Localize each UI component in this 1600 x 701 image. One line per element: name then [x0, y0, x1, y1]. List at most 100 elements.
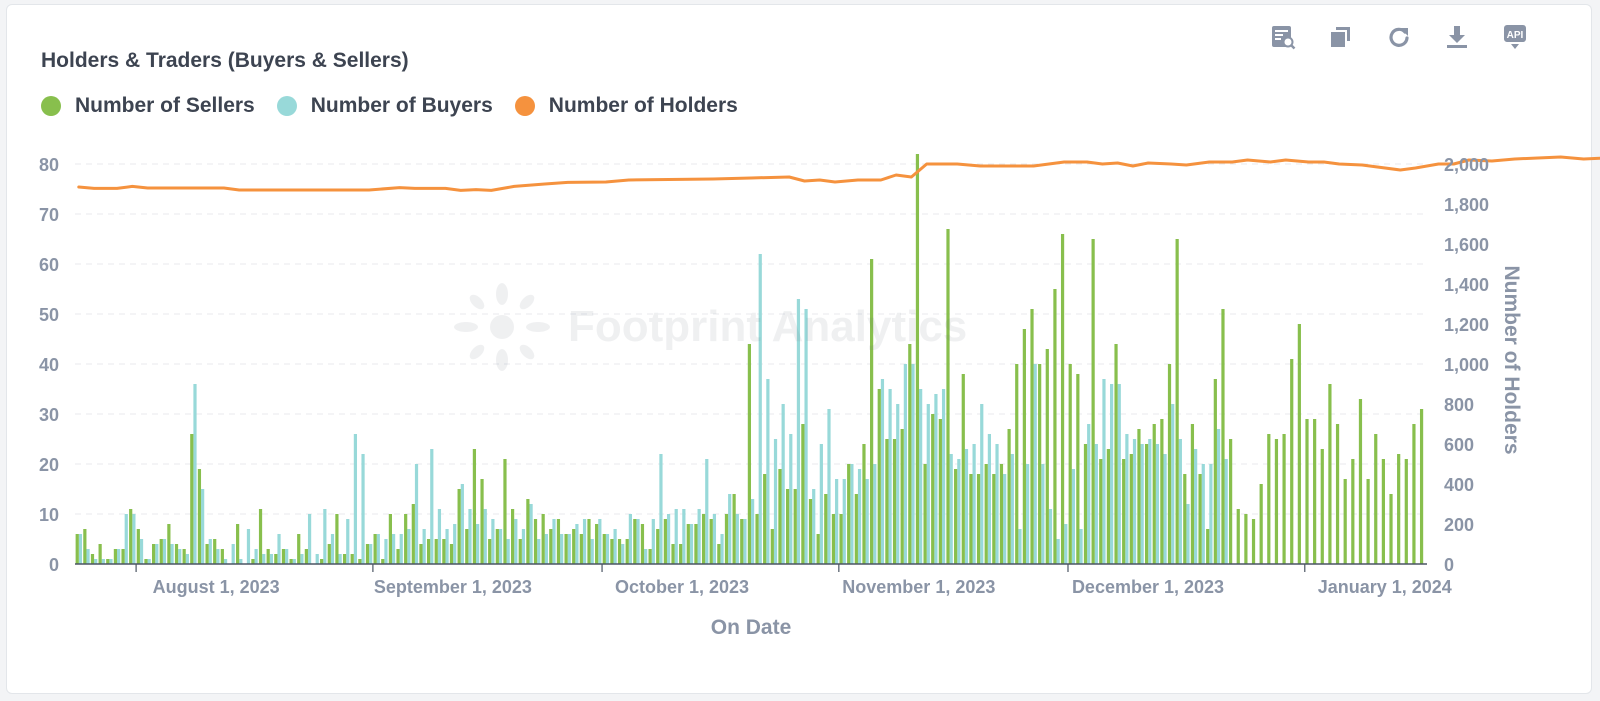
buyers-bar [537, 539, 541, 564]
buyers-bar [285, 549, 289, 564]
buyers-bar [804, 309, 808, 564]
sellers-bar [167, 524, 171, 564]
buyers-bar [972, 444, 976, 564]
sellers-bar [1030, 309, 1034, 564]
sellers-bar [999, 464, 1004, 564]
buyers-bar [842, 479, 846, 564]
buyers-bar [728, 494, 732, 564]
buyers-bar [94, 559, 98, 564]
buyers-bar [346, 519, 350, 564]
buyers-bar [361, 454, 365, 564]
sellers-bar [457, 489, 461, 564]
legend-dot-sellers [41, 96, 61, 116]
y2-tick-label: 600 [1444, 435, 1474, 455]
sellers-bar [151, 544, 156, 564]
buyers-bar [682, 509, 686, 564]
sellers-bar [1099, 459, 1103, 564]
sellers-bar [1221, 309, 1225, 564]
buyers-bar [1079, 529, 1083, 564]
buyers-bar [498, 529, 503, 564]
buyers-bar [880, 379, 885, 564]
buyers-bar [453, 524, 457, 564]
y2-tick-label: 200 [1444, 515, 1474, 535]
sellers-bar [1381, 459, 1385, 564]
buyers-bar [613, 529, 617, 564]
duplicate-button[interactable] [1327, 23, 1355, 51]
sellers-bar [472, 449, 477, 564]
sellers-bar [274, 554, 278, 564]
sellers-bar [755, 514, 759, 564]
buyers-bar [781, 404, 785, 564]
sellers-bar [495, 529, 499, 564]
x-tick-label: October 1, 2023 [615, 577, 749, 597]
buyers-bar [582, 519, 587, 564]
sellers-bar [640, 524, 645, 564]
sellers-bar [961, 374, 965, 564]
buyers-bar [407, 529, 411, 564]
buyers-bar [476, 524, 480, 564]
buyers-bar [812, 489, 816, 564]
buyers-bar [430, 449, 434, 564]
buyers-bar [1094, 444, 1098, 564]
api-label: API [1507, 30, 1524, 41]
buyers-bar [636, 519, 640, 564]
buyers-bar [155, 544, 159, 564]
legend-item-sellers[interactable]: Number of Sellers [41, 94, 255, 118]
x-axis-label: On Date [711, 616, 792, 639]
y2-tick-label: 1,800 [1444, 195, 1489, 215]
download-button[interactable] [1443, 23, 1471, 51]
api-button[interactable]: API [1501, 23, 1529, 51]
buyers-bar [162, 539, 167, 564]
sellers-bar [518, 539, 522, 564]
y-tick-label: 10 [39, 505, 59, 525]
sellers-bar [1374, 434, 1378, 564]
buyers-bar [605, 534, 610, 564]
sellers-bar [197, 469, 202, 564]
y-tick-label: 30 [39, 405, 59, 425]
y2-axis-label: Number of Holders [1500, 265, 1523, 454]
buyers-bar [201, 489, 205, 564]
buyers-bar [193, 384, 197, 564]
sellers-bar [1175, 239, 1179, 564]
buyers-bar [468, 509, 472, 564]
buyers-bar [705, 459, 709, 564]
sellers-bar [1152, 424, 1156, 564]
buyers-bar [1041, 464, 1045, 564]
sellers-bar [1053, 289, 1057, 564]
buyers-bar [758, 254, 762, 564]
legend-item-holders[interactable]: Number of Holders [514, 94, 738, 118]
y-tick-label: 80 [39, 155, 59, 175]
buyers-bar [590, 539, 594, 564]
sellers-bar [892, 439, 897, 564]
sellers-bar [663, 519, 667, 564]
sellers-bar [1106, 449, 1111, 564]
buyers-bar [773, 439, 778, 564]
sellers-bar [106, 559, 110, 564]
legend-item-buyers[interactable]: Number of Buyers [276, 94, 493, 118]
sellers-bar [289, 559, 293, 564]
buyers-bar [132, 514, 136, 564]
view-data-button[interactable] [1269, 23, 1297, 51]
sellers-bar [900, 429, 904, 564]
buyers-bar [835, 479, 839, 564]
sellers-bar [862, 444, 866, 564]
y2-tick-label: 0 [1444, 555, 1454, 575]
buyers-bar [1025, 464, 1030, 564]
chart-toolbar: API [1269, 23, 1529, 51]
sellers-bar [1183, 474, 1187, 564]
sellers-bar [1007, 429, 1011, 564]
buyers-bar [1171, 404, 1175, 564]
sellers-bar [992, 474, 996, 564]
sellers-bar [381, 559, 385, 564]
buyers-bar [666, 514, 671, 564]
y2-tick-label: 1,400 [1444, 275, 1489, 295]
buyers-bar [888, 389, 892, 564]
sellers-bar [1022, 329, 1026, 564]
sellers-bar [1290, 359, 1294, 564]
buyers-bar [1224, 459, 1228, 564]
sellers-bar [816, 534, 820, 564]
sellers-bar [839, 514, 843, 564]
refresh-button[interactable] [1385, 23, 1413, 51]
sellers-bar [511, 509, 515, 564]
